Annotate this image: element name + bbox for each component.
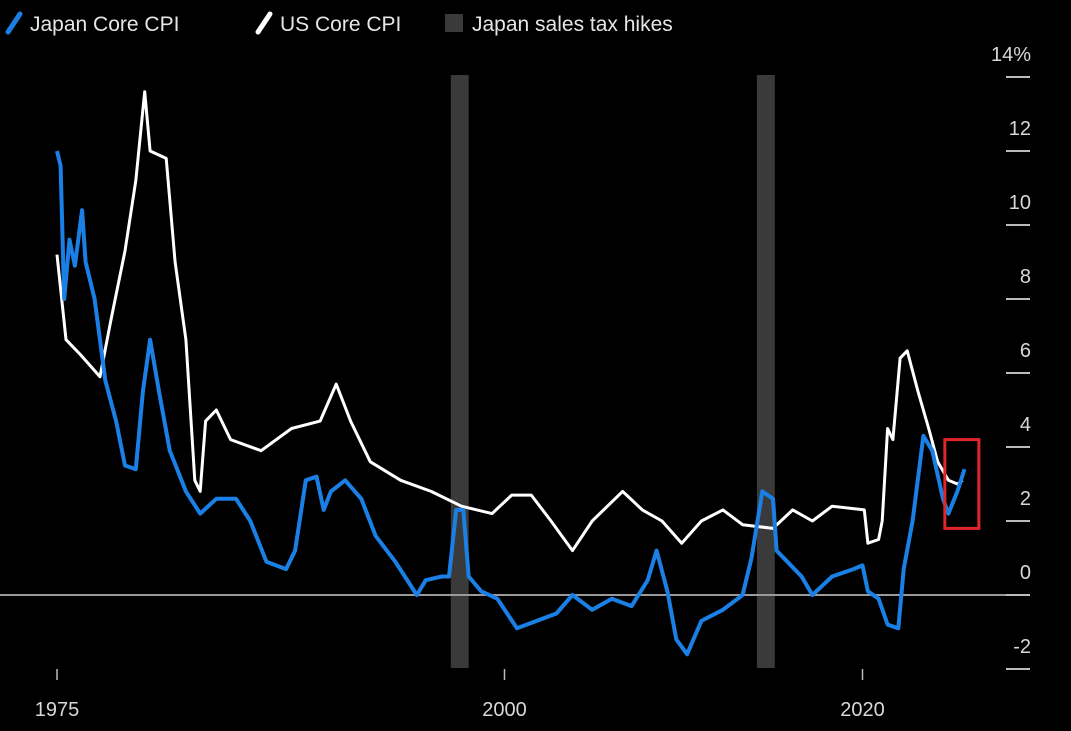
y-tick-label: 12 [1009, 118, 1031, 140]
highlight-box [943, 438, 981, 530]
y-tick-label: 2 [1020, 488, 1031, 510]
legend-swatch-us [255, 11, 273, 35]
series-line-japan-core-cpi [55, 150, 967, 657]
y-tick-label: 6 [1020, 340, 1031, 362]
tax-hike-band [756, 75, 775, 668]
y-tick-label: 10 [1009, 192, 1031, 214]
legend-item-us: US Core CPI [255, 11, 401, 36]
legend-label-tax-hikes: Japan sales tax hikes [472, 13, 673, 36]
legend-swatch-tax-hikes [445, 14, 463, 32]
y-tick-label: 4 [1020, 414, 1031, 436]
y-tick-label: 8 [1020, 266, 1031, 288]
legend: Japan Core CPI US Core CPI Japan sales t… [5, 11, 673, 36]
x-axis: 1975 2000 2020 [35, 669, 885, 721]
y-tick-label: 14% [991, 44, 1031, 66]
x-tick-label: 1975 [35, 699, 80, 721]
legend-label-japan: Japan Core CPI [30, 13, 179, 36]
legend-item-tax-hikes: Japan sales tax hikes [445, 13, 673, 36]
y-axis: 14% 12 10 8 6 4 2 0 -2 [991, 44, 1031, 670]
tax-hike-band [450, 75, 469, 668]
x-tick-label: 2020 [840, 699, 885, 721]
legend-item-japan: Japan Core CPI [5, 11, 179, 36]
legend-swatch-japan [5, 11, 23, 35]
x-tick-label: 2000 [482, 699, 527, 721]
series-line-us-core-cpi [55, 90, 964, 553]
legend-label-us: US Core CPI [280, 13, 401, 36]
series-lines [55, 90, 967, 657]
y-tick-label: 0 [1020, 562, 1031, 584]
y-tick-label: -2 [1013, 636, 1031, 658]
